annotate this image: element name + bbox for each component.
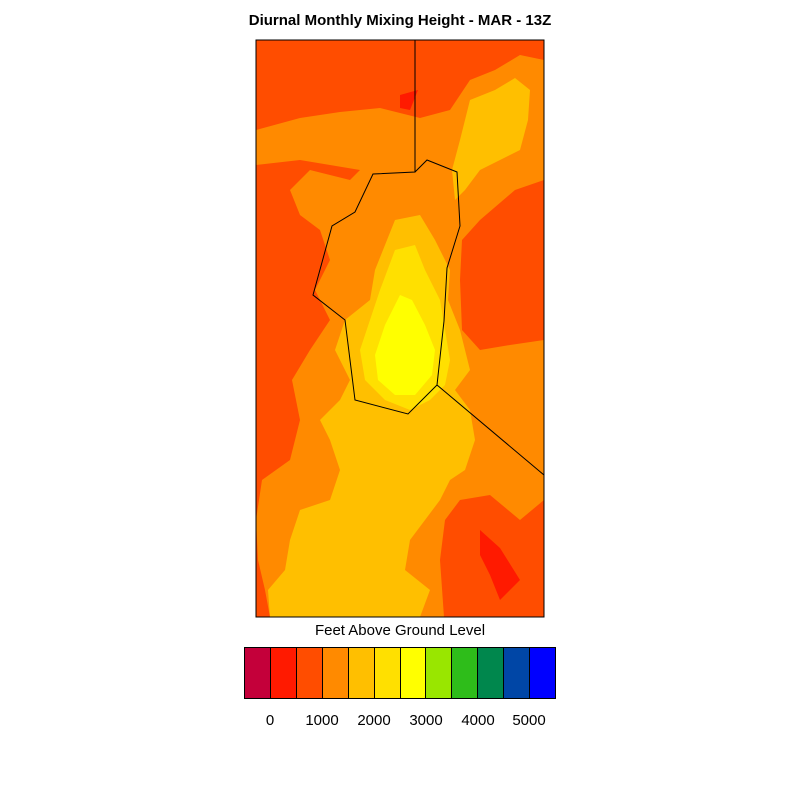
colorbar [244, 647, 556, 699]
contour-map [255, 39, 545, 618]
colorbar-swatch [478, 648, 505, 698]
contour-red-north [400, 90, 418, 110]
contour-yellow [375, 295, 435, 395]
colorbar-tick: 1000 [305, 712, 339, 729]
colorbar-tick: 0 [265, 712, 275, 729]
colorbar-swatch [322, 648, 349, 698]
colorbar-tick: 4000 [461, 712, 495, 729]
boundary-line-east [436, 384, 544, 476]
colorbar-swatch [400, 648, 427, 698]
map-title: Diurnal Monthly Mixing Height - MAR - 13… [248, 12, 552, 29]
boundary-outline [312, 40, 461, 415]
colorbar-swatch [426, 648, 453, 698]
colorbar-tick: 5000 [512, 712, 546, 729]
colorbar-swatch [245, 648, 271, 698]
colorbar-swatch [452, 648, 479, 698]
colorbar-swatch [374, 648, 401, 698]
colorbar-swatch [504, 648, 531, 698]
colorbar-swatch [296, 648, 323, 698]
colorbar-swatch [530, 648, 556, 698]
colorbar-swatch [348, 648, 375, 698]
colorbar-tick: 3000 [409, 712, 443, 729]
map-frame [255, 39, 545, 618]
colorbar-swatch [270, 648, 297, 698]
colorbar-label: Feet Above Ground Level [314, 622, 486, 639]
contour-red-southeast [480, 530, 520, 600]
colorbar-tick: 2000 [357, 712, 391, 729]
